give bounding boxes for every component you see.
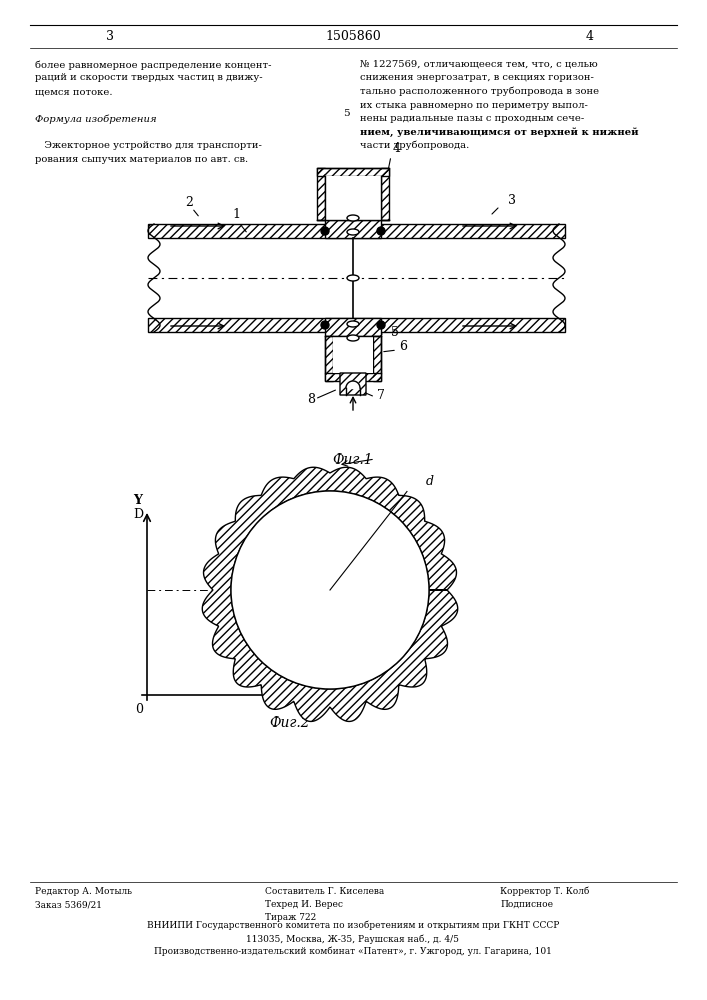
Bar xyxy=(325,318,381,336)
Bar xyxy=(325,336,333,381)
Bar xyxy=(317,168,325,220)
Bar xyxy=(325,373,381,381)
Bar xyxy=(325,176,381,220)
Bar xyxy=(325,318,381,336)
Bar xyxy=(317,168,389,176)
Text: 4: 4 xyxy=(393,141,401,154)
Text: 7: 7 xyxy=(377,389,385,402)
Bar xyxy=(148,224,565,238)
Text: щемся потоке.: щемся потоке. xyxy=(35,87,112,96)
Text: Заказ 5369/21: Заказ 5369/21 xyxy=(35,900,102,909)
Bar xyxy=(317,168,325,220)
Ellipse shape xyxy=(347,229,359,235)
Ellipse shape xyxy=(347,215,359,221)
Text: Фиг.1: Фиг.1 xyxy=(333,453,373,467)
Text: Составитель Г. Киселева: Составитель Г. Киселева xyxy=(265,887,384,896)
Text: раций и скорости твердых частиц в движу-: раций и скорости твердых частиц в движу- xyxy=(35,74,262,83)
Ellipse shape xyxy=(347,321,359,327)
Text: Техред И. Верес: Техред И. Верес xyxy=(265,900,343,909)
Text: Тираж 722: Тираж 722 xyxy=(265,913,316,922)
Text: Производственно-издательский комбинат «Патент», г. Ужгород, ул. Гагарина, 101: Производственно-издательский комбинат «П… xyxy=(154,947,552,956)
Bar xyxy=(333,336,373,373)
Bar xyxy=(381,168,389,220)
Text: 1505860: 1505860 xyxy=(325,29,381,42)
Text: части трубопровода.: части трубопровода. xyxy=(360,141,469,150)
Ellipse shape xyxy=(347,335,359,341)
Bar xyxy=(148,224,565,238)
Text: Фиг.2: Фиг.2 xyxy=(269,716,310,730)
Text: ВНИИПИ Государственного комитета по изобретениям и открытиям при ГКНТ СССР: ВНИИПИ Государственного комитета по изоб… xyxy=(147,921,559,930)
Polygon shape xyxy=(202,467,457,721)
Circle shape xyxy=(377,227,385,235)
Text: 113035, Москва, Ж-35, Раушская наб., д. 4/5: 113035, Москва, Ж-35, Раушская наб., д. … xyxy=(247,934,460,944)
Bar xyxy=(317,168,389,176)
Bar xyxy=(373,336,381,381)
Bar xyxy=(325,220,381,238)
Text: 5: 5 xyxy=(391,326,399,339)
Text: Y: Y xyxy=(133,494,142,507)
Circle shape xyxy=(321,227,329,235)
Bar xyxy=(148,318,565,332)
Bar xyxy=(373,336,381,381)
Bar xyxy=(325,336,333,381)
Text: 6: 6 xyxy=(399,340,407,353)
Text: 4: 4 xyxy=(586,29,594,42)
Ellipse shape xyxy=(347,275,359,281)
Text: D: D xyxy=(133,508,143,521)
Bar xyxy=(148,318,565,332)
Text: 3: 3 xyxy=(106,29,114,42)
Text: d: d xyxy=(426,475,433,488)
Circle shape xyxy=(321,321,329,329)
Text: Подписное: Подписное xyxy=(500,900,553,909)
Text: нием, увеличивающимся от верхней к нижней: нием, увеличивающимся от верхней к нижне… xyxy=(360,127,638,137)
Text: рования сыпучих материалов по авт. св.: рования сыпучих материалов по авт. св. xyxy=(35,154,248,163)
Bar xyxy=(325,220,381,238)
Text: 5: 5 xyxy=(343,109,349,118)
Text: нены радиальные пазы с проходным сече-: нены радиальные пазы с проходным сече- xyxy=(360,114,584,123)
Text: их стыка равномерно по периметру выпол-: их стыка равномерно по периметру выпол- xyxy=(360,101,588,109)
Text: 2: 2 xyxy=(185,196,193,209)
Text: Редактор А. Мотыль: Редактор А. Мотыль xyxy=(35,887,132,896)
Bar xyxy=(381,168,389,220)
Circle shape xyxy=(377,321,385,329)
Text: № 1227569, отличающееся тем, что, с целью: № 1227569, отличающееся тем, что, с цель… xyxy=(360,60,597,69)
Text: Формула изобретения: Формула изобретения xyxy=(35,114,157,123)
FancyBboxPatch shape xyxy=(340,373,366,395)
Text: Эжекторное устройство для транспорти-: Эжекторное устройство для транспорти- xyxy=(35,141,262,150)
Text: тально расположенного трубопровода в зоне: тально расположенного трубопровода в зон… xyxy=(360,87,599,97)
Text: 0: 0 xyxy=(135,703,143,716)
Text: более равномерное распределение концент-: более равномерное распределение концент- xyxy=(35,60,271,70)
Text: 8: 8 xyxy=(307,393,315,406)
Text: 3: 3 xyxy=(508,194,516,207)
Text: Корректор Т. Колб: Корректор Т. Колб xyxy=(500,887,590,896)
Text: снижения энергозатрат, в секциях горизон-: снижения энергозатрат, в секциях горизон… xyxy=(360,74,594,83)
Text: 1: 1 xyxy=(232,208,240,221)
Bar xyxy=(325,373,381,381)
Circle shape xyxy=(231,491,429,689)
